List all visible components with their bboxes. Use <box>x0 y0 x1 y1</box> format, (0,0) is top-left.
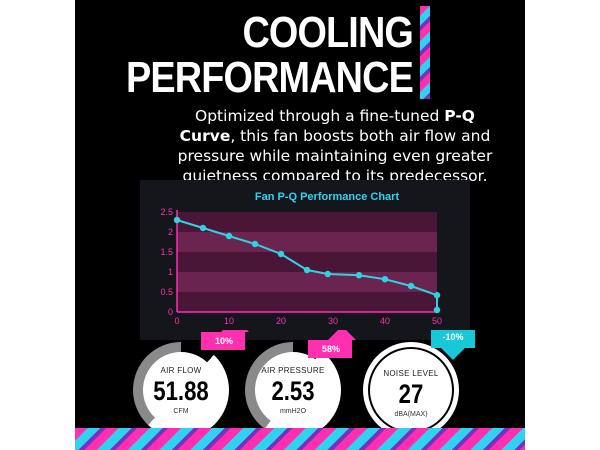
data-point <box>433 292 441 299</box>
data-point <box>355 272 363 279</box>
stat-value: 51.88 <box>153 376 209 406</box>
stat-noise-level: NOISE LEVEL 27 dBA(MAX) <box>363 342 459 438</box>
y-tick-label: 1.5 <box>160 247 173 257</box>
stat-inner: AIR PRESSURE 2.53 mmH2O <box>255 352 331 428</box>
bottom-stripe-decoration <box>75 428 525 450</box>
stat-label: AIR FLOW <box>160 366 202 375</box>
data-point <box>324 270 331 278</box>
stat-label: NOISE LEVEL <box>383 369 439 378</box>
x-tick-label: 30 <box>328 316 338 326</box>
series-line <box>176 219 438 310</box>
x-tick-label: 0 <box>174 316 179 326</box>
title-line-2: PERFORMANCE <box>126 53 414 102</box>
description-bold: P-Q Curve <box>179 107 475 145</box>
stat-inner: AIR FLOW 51.88 CFM <box>143 352 219 428</box>
x-tick-label: 50 <box>432 316 442 326</box>
chart-band <box>177 292 437 312</box>
data-point <box>199 224 207 232</box>
stat-value: 27 <box>398 379 424 409</box>
x-tick-label: 40 <box>380 316 390 326</box>
x-tick-label: 10 <box>224 316 234 326</box>
data-point <box>277 250 285 258</box>
stat-label: AIR PRESSURE <box>261 366 325 375</box>
stat-unit: mmH2O <box>279 408 307 415</box>
data-point <box>251 240 259 248</box>
badge-arrow-air-flow <box>201 330 249 350</box>
title-stripe-decoration <box>420 6 430 99</box>
chart-band <box>177 212 437 232</box>
title-line-1: COOLING <box>242 8 413 57</box>
data-point <box>225 232 233 240</box>
pq-chart: Fan P-Q Performance Chart 0 0.5 1 1.5 2 2.5 0 10… <box>160 191 442 326</box>
description-part1: Optimized through a fine-tuned <box>195 107 445 125</box>
stat-air-flow: AIR FLOW 51.88 CFM <box>133 342 229 438</box>
y-tick-label: 2.5 <box>160 207 173 217</box>
badge-air-pressure: 58% <box>321 344 340 354</box>
y-tick-label: 0.5 <box>160 287 173 297</box>
y-tick-label: 1 <box>168 267 173 277</box>
data-point <box>303 266 311 274</box>
stat-unit: CFM <box>173 408 189 415</box>
stat-inner: NOISE LEVEL 27 dBA(MAX) <box>368 347 454 433</box>
chart-title: Fan P-Q Performance Chart <box>255 191 400 203</box>
chart-band <box>177 252 437 272</box>
badge-arrow-air-pressure <box>308 330 356 358</box>
badge-layer <box>201 330 475 360</box>
data-point <box>173 216 181 224</box>
badge-arrow-noise-level <box>431 330 475 360</box>
chart-band <box>177 232 437 252</box>
data-point <box>407 282 415 290</box>
x-tick-label: 20 <box>276 316 286 326</box>
stat-unit: dBA(MAX) <box>394 411 428 418</box>
stats-row: AIR FLOW 51.88 CFM AIR PRESSURE 2.53 mmH… <box>75 330 525 438</box>
y-tick-label: 0 <box>168 307 173 317</box>
badge-noise-level: -10% <box>442 332 464 342</box>
data-point <box>433 306 441 314</box>
data-point <box>381 276 389 283</box>
badge-air-flow: 10% <box>214 336 233 346</box>
infographic-panel: COOLING PERFORMANCE Optimized through a … <box>75 0 525 450</box>
y-tick-label: 2 <box>168 227 173 237</box>
stat-value: 2.53 <box>271 376 315 406</box>
